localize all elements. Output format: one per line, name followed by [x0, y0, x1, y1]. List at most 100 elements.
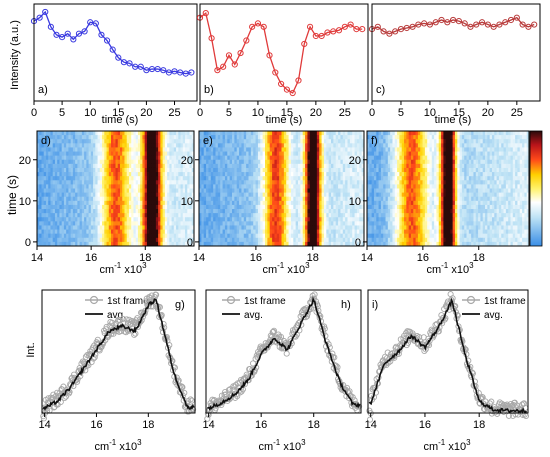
heatmap-cell	[117, 163, 121, 169]
heatmap-cell	[142, 229, 146, 235]
heatmap-cell	[253, 172, 256, 177]
heatmap-cell	[222, 204, 226, 210]
heatmap-cell	[234, 167, 238, 173]
heatmap-cell	[314, 155, 318, 161]
heatmap-cell	[482, 155, 486, 161]
heatmap-cell	[106, 188, 110, 194]
heatmap-cell	[208, 221, 212, 226]
heatmap-cell	[167, 237, 170, 243]
heatmap-cell	[206, 180, 209, 185]
heatmap-cell	[392, 151, 396, 157]
heatmap-cell	[149, 131, 152, 136]
heatmap-cell	[45, 217, 49, 222]
heatmap-cell	[54, 147, 58, 152]
heatmap-cell	[104, 225, 107, 230]
x-tick-label: 15	[453, 107, 465, 119]
heatmap-cell	[81, 147, 85, 152]
heatmap-cell	[208, 229, 212, 235]
heatmap-cell	[305, 131, 308, 136]
heatmap-cell	[239, 143, 242, 148]
colorbar	[529, 130, 543, 247]
heatmap-cell	[108, 159, 112, 165]
heatmap-cell	[189, 143, 193, 148]
legend-h: 1st frame avg.	[222, 295, 286, 321]
heatmap-cell	[126, 192, 130, 198]
heatmap-cell	[104, 229, 107, 235]
heatmap-cell	[155, 131, 159, 136]
heatmap-cell	[135, 184, 139, 189]
heatmap-cell	[213, 209, 216, 214]
heatmap-cell	[331, 163, 334, 169]
heatmap-cell	[52, 217, 56, 222]
heatmap-cell	[359, 151, 363, 157]
heatmap-cell	[72, 151, 76, 157]
heatmap-cell	[37, 184, 40, 189]
heatmap-cell	[408, 151, 412, 157]
heatmap-cell	[199, 192, 202, 198]
heatmap-cell	[176, 188, 179, 194]
heatmap-cell	[340, 217, 344, 222]
series-line	[33, 10, 192, 75]
heatmap-cell	[164, 155, 168, 161]
heatmap-cell	[43, 209, 47, 214]
heatmap-cell	[99, 225, 103, 230]
heatmap-cell	[59, 135, 63, 140]
heatmap-cell	[102, 196, 105, 202]
heatmap-cell	[66, 131, 69, 136]
heatmap-cell	[68, 217, 72, 222]
heatmap-cell	[279, 176, 282, 181]
heatmap-cell	[387, 135, 391, 140]
heatmap-cell	[309, 167, 313, 173]
heatmap-cell	[106, 131, 110, 136]
heatmap-cell	[199, 237, 202, 243]
heatmap-cell	[454, 131, 458, 136]
heatmap-cell	[189, 233, 193, 239]
heatmap-cell	[133, 204, 137, 210]
heatmap-cell	[331, 192, 334, 198]
heatmap-cell	[106, 225, 110, 230]
heatmap-cell	[131, 143, 134, 148]
heatmap-cell	[133, 135, 137, 140]
heatmap-cell	[48, 188, 51, 194]
heatmap-cell	[257, 209, 261, 214]
heatmap-cell	[445, 147, 449, 152]
heatmap-cell	[104, 147, 107, 152]
heatmap-cell	[167, 147, 170, 152]
heatmap-cell	[413, 167, 416, 173]
heatmap-cell	[236, 163, 240, 169]
heatmap-cell	[61, 233, 65, 239]
heatmap-cell	[104, 143, 107, 148]
heatmap-cell	[81, 209, 85, 214]
heatmap-cell	[328, 196, 332, 202]
heatmap-cell	[185, 143, 188, 148]
heatmap-cell	[338, 209, 341, 214]
heatmap-cell	[347, 184, 351, 189]
heatmap-cell	[142, 159, 146, 165]
heatmap-cell	[496, 159, 500, 165]
heatmap-cell	[345, 217, 348, 222]
heatmap-cell	[314, 143, 318, 148]
heatmap-cell	[102, 217, 105, 222]
heatmap-cell	[70, 225, 74, 230]
heatmap-cell	[182, 139, 186, 144]
heatmap-cell	[342, 213, 346, 218]
heatmap-cell	[140, 184, 143, 189]
heatmap-cell	[265, 163, 268, 169]
heatmap-cell	[59, 196, 63, 202]
heatmap-cell	[269, 147, 273, 152]
heatmap-cell	[445, 135, 449, 140]
heatmap-cell	[144, 155, 148, 161]
heatmap-cell	[250, 217, 254, 222]
heatmap-cell	[180, 135, 184, 140]
heatmap-cell	[182, 135, 186, 140]
heatmap-cell	[61, 225, 65, 230]
heatmap-cell	[111, 241, 114, 247]
heatmap-cell	[39, 192, 42, 198]
heatmap-cell	[354, 217, 358, 222]
heatmap-cell	[140, 176, 143, 181]
heatmap-cell	[459, 167, 463, 173]
heatmap-cell	[104, 163, 107, 169]
heatmap-cell	[288, 209, 292, 214]
heatmap-cell	[133, 221, 137, 226]
heatmap-cell	[424, 159, 428, 165]
